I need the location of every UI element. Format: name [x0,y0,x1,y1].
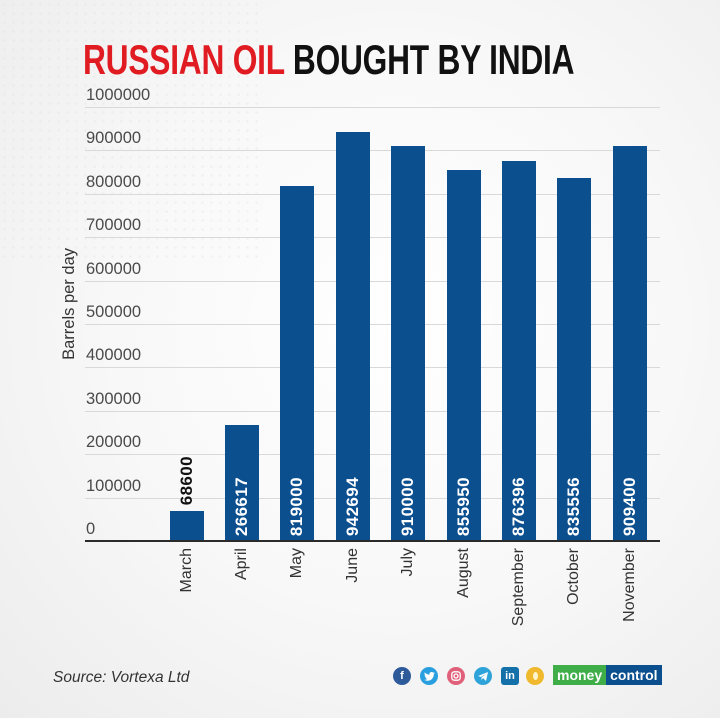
gridline [85,237,660,238]
linkedin-glyph: in [505,670,515,682]
source-note: Source: Vortexa Ltd [53,669,190,686]
x-tick-label: May [288,548,306,579]
y-tick-label: 400000 [86,346,142,364]
y-tick-label: 600000 [86,260,142,278]
logo-money: money [553,665,607,685]
y-tick-label: 300000 [86,390,142,408]
gridline [85,411,660,412]
y-tick-label: 900000 [86,129,142,147]
instagram-icon[interactable] [447,667,465,685]
facebook-glyph: f [400,670,404,682]
title-rest: BOUGHT BY INDIA [292,36,575,83]
data-label: 819000 [287,476,307,536]
x-tick-label: July [399,548,417,577]
twitter-icon[interactable] [420,667,438,685]
data-label: 876396 [508,476,528,536]
gridline [85,324,660,325]
bar-july[interactable] [391,146,426,541]
gridline [85,367,660,368]
x-tick-label: October [565,548,583,605]
moneycontrol-logo[interactable]: money control [553,665,662,685]
bar-august[interactable] [446,169,481,541]
bar-september[interactable] [501,160,536,541]
data-label: 835556 [564,476,584,536]
gridline [85,498,660,499]
data-label: 909400 [619,476,639,536]
gridline [85,194,660,195]
data-label: 942694 [342,476,362,536]
data-label: 910000 [398,476,418,536]
data-label: 855950 [453,476,473,536]
x-tick-label: August [454,548,472,598]
y-tick-label: 500000 [86,303,142,321]
gridline [85,107,660,108]
background-dot-pattern [0,0,260,260]
telegram-icon[interactable] [474,667,492,685]
facebook-icon[interactable]: f [393,667,411,685]
logo-control: control [606,665,662,685]
chart-title: RUSSIAN OIL BOUGHT BY INDIA [83,36,575,83]
gridline [85,454,660,455]
y-tick-label: 0 [86,520,96,538]
x-tick-label: March [177,548,195,593]
y-tick-label: 700000 [86,216,142,234]
y-tick-label: 100000 [86,477,142,495]
data-label: 68600 [176,455,196,506]
x-tick-label: June [343,548,361,583]
x-tick-label: September [509,548,527,627]
bar-october[interactable] [557,178,592,541]
bar-november[interactable] [612,146,647,541]
y-tick-label: 200000 [86,433,142,451]
bar-may[interactable] [280,185,315,541]
x-tick-label: April [232,548,250,581]
title-highlight: RUSSIAN OIL [83,36,285,83]
y-tick-label: 800000 [86,173,142,191]
gridline [85,281,660,282]
bar-june[interactable] [335,131,370,541]
y-axis-label: Barrels per day [60,248,78,360]
bar-april[interactable] [224,425,259,541]
gridline [85,150,660,151]
x-axis-line [85,540,660,542]
y-tick-label: 1000000 [86,86,151,104]
data-label: 266617 [231,476,251,536]
koo-icon[interactable] [526,667,544,685]
linkedin-icon[interactable]: in [501,667,519,685]
bar-march[interactable] [169,511,204,541]
x-tick-label: November [620,548,638,622]
